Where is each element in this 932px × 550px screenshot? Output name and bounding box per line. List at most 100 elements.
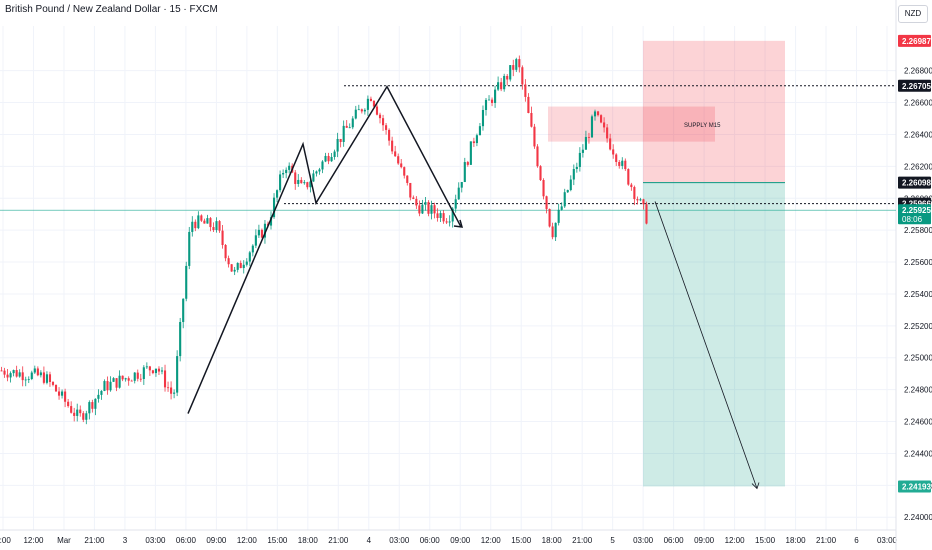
candle-body: [233, 269, 236, 272]
candle-body: [342, 125, 345, 142]
candle-body: [6, 374, 9, 378]
candle-body: [412, 197, 415, 199]
candle-body: [245, 261, 248, 265]
candle-body: [593, 111, 597, 117]
candle-body: [242, 264, 245, 269]
candle-body: [197, 215, 200, 229]
candle-body: [248, 252, 251, 262]
candle-body: [612, 149, 615, 155]
candle-body: [206, 218, 209, 224]
candle-body: [154, 368, 158, 374]
projection-arrow-head: [751, 482, 760, 490]
candle-body: [527, 96, 530, 113]
candle-body: [160, 370, 164, 372]
candle-body: [106, 381, 109, 391]
price-label-bg: [898, 480, 931, 493]
candle-body: [590, 116, 594, 138]
candle-body: [185, 265, 188, 299]
candle-body: [415, 198, 418, 206]
x-tick-label: 03:00: [145, 536, 166, 545]
candle-body: [257, 229, 260, 236]
candle-body: [424, 202, 427, 205]
candle-body: [64, 391, 67, 402]
candle-body: [339, 138, 342, 142]
candle-body: [445, 221, 448, 223]
price-label: 2.25966: [902, 200, 931, 209]
candle-body: [115, 378, 118, 388]
candle-body: [67, 401, 70, 407]
candle-body: [354, 109, 357, 119]
x-tick-label: 15:00: [511, 536, 532, 545]
candle-body: [12, 370, 15, 374]
price-label-bg: [898, 176, 931, 189]
candle-body: [421, 204, 424, 214]
candle-body: [557, 209, 560, 223]
candle-body: [448, 221, 451, 223]
candle-body: [360, 109, 363, 112]
candle-body: [630, 184, 633, 188]
candle-body: [584, 136, 587, 150]
candle-body: [179, 322, 182, 357]
candle-body: [615, 154, 618, 162]
candle-body: [330, 156, 333, 162]
x-tick-label: 18:00: [786, 536, 807, 545]
candle-body: [103, 381, 106, 391]
candle-body: [230, 264, 233, 272]
candle-body: [572, 169, 575, 180]
x-tick-label: 15:00: [267, 536, 288, 545]
candle-body: [578, 152, 581, 167]
y-tick-label: 2.26800: [904, 67, 932, 76]
candle-body: [18, 372, 21, 377]
candle-body: [285, 169, 288, 174]
price-label: 2.25925: [902, 206, 931, 215]
candle-body: [288, 165, 291, 170]
candle-body: [645, 204, 648, 224]
candle-body: [430, 205, 433, 214]
x-tick-label: 03:00: [877, 536, 898, 545]
candle-body: [227, 258, 230, 265]
candle-body: [39, 372, 42, 376]
x-tick-label: 21:00: [328, 536, 349, 545]
candle-body: [215, 221, 218, 231]
candle-body: [33, 368, 36, 373]
candle-body: [166, 387, 170, 389]
candle-body: [170, 387, 173, 394]
candle-body: [336, 138, 339, 152]
candle-body: [236, 262, 239, 270]
price-label-countdown: 08:06: [902, 215, 923, 224]
x-tick-label: 06:00: [664, 536, 685, 545]
candle-body: [385, 125, 388, 130]
candle-body: [533, 126, 536, 147]
candle-body: [369, 98, 372, 101]
x-tick-label: Mar: [57, 536, 71, 545]
candle-body: [409, 182, 412, 198]
candle-body: [587, 136, 591, 138]
currency-button[interactable]: NZD: [898, 5, 928, 23]
candle-body: [139, 378, 142, 380]
candle-body: [294, 172, 297, 184]
candle-body: [51, 381, 55, 385]
y-tick-label: 2.26200: [904, 162, 932, 171]
price-label-bg: [898, 34, 931, 47]
candle-body: [563, 192, 566, 207]
y-tick-label: 2.25600: [904, 258, 932, 267]
candle-body: [151, 370, 154, 374]
candle-body: [282, 173, 285, 175]
candle-body: [91, 402, 94, 409]
x-tick-label: 03:00: [389, 536, 410, 545]
candle-body: [433, 205, 436, 214]
candle-body: [497, 82, 500, 90]
candle-body: [400, 163, 403, 168]
x-tick-label: 6: [854, 536, 859, 545]
candle-body: [79, 409, 82, 414]
candle-body: [542, 180, 545, 197]
candle-body: [551, 226, 554, 238]
candle-body: [472, 141, 475, 144]
candle-body: [70, 406, 73, 413]
candle-body: [463, 162, 466, 183]
candle-body: [9, 373, 12, 378]
projection-arrow: [654, 201, 758, 489]
candle-body: [606, 127, 609, 139]
